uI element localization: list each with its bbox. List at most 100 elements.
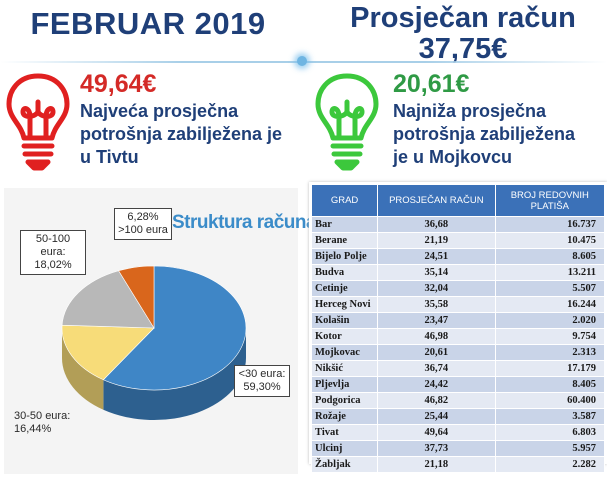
cell-payers: 8.405 [494,376,606,393]
cell-payers: 3.587 [494,408,606,425]
cell-payers: 60.400 [494,392,606,409]
table-row: Rožaje 25,44 3.587 [310,408,606,425]
lowest-desc-line-1: Najniža prosječna [393,101,547,121]
highest-desc-line-3: u Tivtu [80,147,139,167]
table-row: Ulcinj 37,73 5.957 [310,440,606,457]
pie-slice [118,265,155,330]
cell-payers: 5.957 [494,440,606,457]
cell-payers: 8.605 [494,248,606,265]
cell-average: 23,47 [377,312,496,329]
col-header-city: GRAD [310,184,379,217]
lightbulb-icon [6,73,70,171]
cell-payers: 2.313 [494,344,606,361]
cell-average: 37,73 [377,440,496,457]
table-row: Tivat 49,64 6.803 [310,424,606,441]
cell-average: 46,98 [377,328,496,345]
cell-payers: 10.475 [494,232,606,249]
slice-label-over-100-range: >100 eura [118,224,168,236]
cell-average: 25,44 [377,408,496,425]
highest-desc-line-2: potrošnja zabilježena je [80,124,283,144]
slice-label-under-30: <30 eura: 59,30% [234,365,290,397]
pie-slice [61,270,155,329]
cell-average: 32,04 [377,280,496,297]
pie-slice [102,265,247,391]
pie-chart [61,265,247,420]
cell-city: Žabljak [310,456,379,473]
table-row: Kolašin 23,47 2.020 [310,312,606,329]
slice-label-under-30-range: <30 eura: [238,368,286,380]
lowest-bill-description: Najniža prosječna potrošnja zabilježena … [393,100,607,169]
cell-city: Pljevlja [310,376,379,393]
cell-average: 24,51 [377,248,496,265]
cell-city: Herceg Novi [310,296,379,313]
cell-average: 46,82 [377,392,496,409]
cell-city: Kotor [310,328,379,345]
lightbulb-icon [315,73,379,171]
table-row: Bijelo Polje 24,51 8.605 [310,248,606,265]
table-header-row: GRAD PROSJEČAN RAČUN BROJ REDOVNIH PLATI… [310,184,606,217]
lowest-desc-line-2: potrošnja zabilježena [393,124,576,144]
average-bill-value: 37,75€ [418,33,508,65]
cell-city: Berane [310,232,379,249]
cell-payers: 2.282 [494,456,606,473]
average-bill-label: Prosječan račun [350,2,576,34]
cell-payers: 6.803 [494,424,606,441]
pie-slice [61,324,155,381]
table-row: Budva 35,14 13.211 [310,264,606,281]
col-header-payers: BROJ REDOVNIH PLATIŠA [494,184,606,217]
cell-payers: 17.179 [494,360,606,377]
chart-title: Struktura računa [172,212,317,233]
highest-bill-description: Najveća prosječna potrošnja zabilježena … [80,100,300,169]
slice-label-30-50-value: 16,44% [14,423,52,435]
table-row: Berane 21,19 10.475 [310,232,606,249]
table-body: Bar 36,68 16.737 Berane 21,19 10.475 Bijelo Po… [310,216,606,473]
city-bill-table: GRAD PROSJEČAN RAČUN BROJ REDOVNIH PLATI… [310,184,606,473]
cell-city: Podgorica [310,392,379,409]
cell-average: 21,18 [377,456,496,473]
slice-label-over-100-value: 6,28% [127,211,159,223]
table-row: Pljevlja 24,42 8.405 [310,376,606,393]
slice-label-over-100: 6,28% >100 eura [114,208,172,240]
cell-average: 20,61 [377,344,496,361]
cell-payers: 9.754 [494,328,606,345]
pie-slice-side [103,328,247,420]
table-row: Bar 36,68 16.737 [310,216,606,233]
cell-city: Ulcinj [310,440,379,457]
cell-city: Tivat [310,424,379,441]
cell-average: 36,68 [377,216,496,233]
slice-label-30-50: 30-50 eura: 16,44% [14,410,84,436]
cell-average: 35,14 [377,264,496,281]
cell-payers: 2.020 [494,312,606,329]
col-header-average: PROSJEČAN RAČUN [377,184,496,217]
table-row: Nikšić 36,74 17.179 [310,360,606,377]
cell-city: Kolašin [310,312,379,329]
table-row: Mojkovac 20,61 2.313 [310,344,606,361]
cell-average: 36,74 [377,360,496,377]
divider-glow-dot [297,56,307,66]
cell-city: Mojkovac [310,344,379,361]
table-row: Žabljak 21,18 2.282 [310,456,606,473]
slice-label-50-100: 50-100 eura: 18,02% [20,230,86,275]
highest-bill-value: 49,64€ [80,70,157,98]
table-row: Podgorica 46,82 60.400 [310,392,606,409]
table-row: Herceg Novi 35,58 16.244 [310,296,606,313]
table-row: Kotor 46,98 9.754 [310,328,606,345]
cell-city: Cetinje [310,280,379,297]
cell-payers: 16.244 [494,296,606,313]
slice-label-50-100-value: 18,02% [34,259,72,271]
cell-city: Rožaje [310,408,379,425]
cell-city: Bijelo Polje [310,248,379,265]
cell-payers: 5.507 [494,280,606,297]
slice-label-30-50-range: 30-50 eura: [14,410,71,422]
cell-payers: 13.211 [494,264,606,281]
lowest-desc-line-3: je u Mojkovcu [393,147,513,167]
cell-average: 35,58 [377,296,496,313]
month-title: FEBRUAR 2019 [30,6,266,41]
cell-average: 24,42 [377,376,496,393]
cell-average: 21,19 [377,232,496,249]
slice-label-50-100-range: 50-100 eura: [35,233,71,258]
table-row: Cetinje 32,04 5.507 [310,280,606,297]
highest-desc-line-1: Najveća prosječna [80,101,239,121]
cell-average: 49,64 [377,424,496,441]
cell-city: Budva [310,264,379,281]
